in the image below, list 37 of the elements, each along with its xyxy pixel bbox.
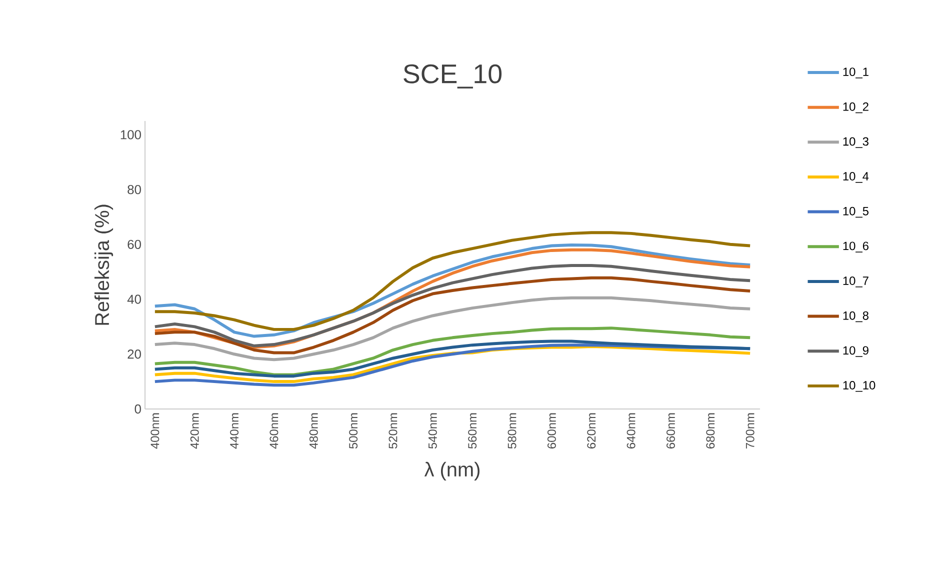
- y-tick-label: 60: [128, 240, 141, 249]
- legend-label: 10_7: [843, 276, 868, 288]
- x-tick-label: 480nm: [309, 413, 318, 449]
- legend-label: 10_4: [843, 172, 869, 183]
- x-tick-label: 660nm: [666, 413, 675, 448]
- x-tick-label: 620nm: [587, 413, 596, 448]
- x-tick-label: 580nm: [508, 413, 516, 449]
- y-tick-label: 20: [128, 350, 141, 359]
- x-tick-label: 560nm: [468, 413, 477, 449]
- y-tick-label: 100: [120, 130, 141, 140]
- x-tick-label: 440nm: [230, 413, 239, 449]
- y-tick-label: 40: [127, 294, 141, 304]
- x-tick-label: 680nm: [706, 413, 715, 448]
- x-tick-label: 600nm: [547, 413, 556, 448]
- legend-label: 10_2: [843, 102, 868, 114]
- line-series: [153, 276, 752, 354]
- chart-title: SCE_10: [404, 64, 502, 88]
- line-series: [153, 264, 752, 348]
- legend-label: 10_9: [843, 346, 868, 357]
- legend-label: 10_8: [843, 311, 868, 322]
- x-tick-label: 520nm: [388, 413, 398, 449]
- x-tick-label: 460nm: [270, 413, 278, 449]
- y-tick-label: 0: [134, 404, 141, 414]
- x-tick-label: 700nm: [746, 413, 754, 448]
- legend-label: 10_6: [843, 242, 868, 252]
- x-axis-title: λ (nm): [424, 462, 480, 480]
- legend-label: 10_5: [843, 206, 868, 218]
- x-tick-label: 500nm: [349, 413, 358, 449]
- x-tick-label: 540nm: [428, 413, 437, 449]
- x-tick-label: 640nm: [626, 413, 636, 448]
- y-axis-title: Refleksija (%): [94, 204, 114, 325]
- legend-label: 10_10: [843, 381, 876, 392]
- x-tick-label: 420nm: [190, 413, 199, 449]
- x-tick-label: 400nm: [150, 413, 160, 449]
- y-tick-label: 80: [128, 184, 141, 194]
- legend-label: 10_1: [843, 68, 868, 78]
- legend-label: 10_3: [843, 137, 868, 148]
